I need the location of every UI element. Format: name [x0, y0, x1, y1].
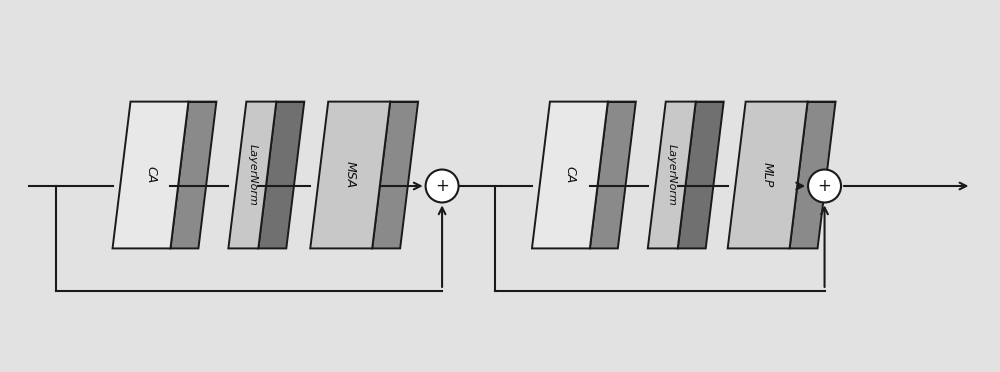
- Text: LayerNorm: LayerNorm: [667, 144, 677, 206]
- Text: MLP: MLP: [761, 163, 774, 187]
- Polygon shape: [728, 102, 808, 248]
- Polygon shape: [372, 102, 418, 248]
- Polygon shape: [532, 102, 608, 248]
- Polygon shape: [170, 102, 216, 248]
- Text: +: +: [818, 177, 831, 195]
- Circle shape: [808, 170, 841, 202]
- Text: +: +: [435, 177, 449, 195]
- Circle shape: [426, 170, 459, 202]
- FancyBboxPatch shape: [9, 54, 991, 318]
- Polygon shape: [113, 102, 188, 248]
- Text: CA: CA: [563, 166, 576, 184]
- Text: MSA: MSA: [344, 161, 357, 189]
- Polygon shape: [310, 102, 390, 248]
- Polygon shape: [228, 102, 276, 248]
- Polygon shape: [258, 102, 304, 248]
- Polygon shape: [678, 102, 724, 248]
- Text: LayerNorm: LayerNorm: [247, 144, 257, 206]
- Text: CA: CA: [144, 166, 157, 184]
- Polygon shape: [790, 102, 836, 248]
- Polygon shape: [648, 102, 696, 248]
- Polygon shape: [590, 102, 636, 248]
